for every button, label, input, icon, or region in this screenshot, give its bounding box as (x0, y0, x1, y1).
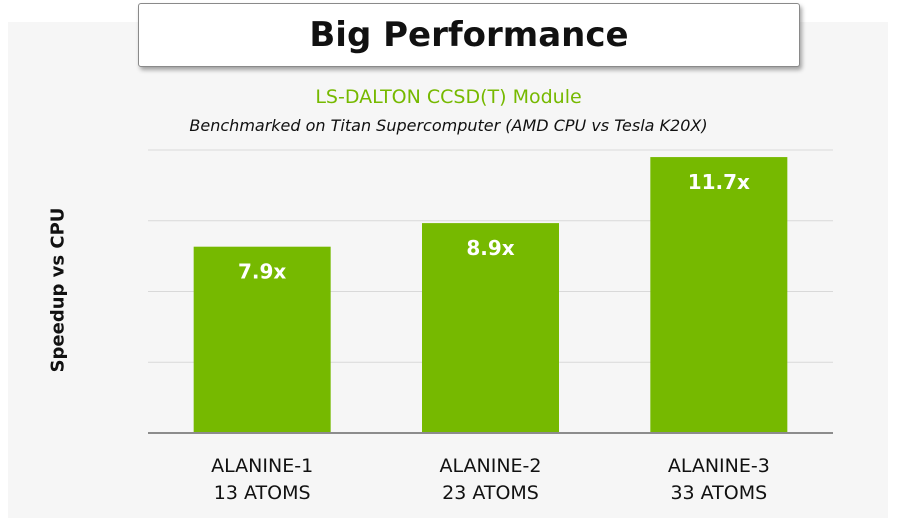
category-label-1-line-2: 13 ATOMS (214, 482, 311, 504)
bar-3 (650, 157, 788, 433)
bar-2 (422, 223, 559, 433)
category-label-2-line-1: ALANINE-2 (440, 455, 542, 477)
bar-1 (193, 246, 331, 433)
bar-1-value-label: 7.9x (238, 260, 286, 284)
chart-title: LS-DALTON CCSD(T) Module (315, 86, 582, 108)
category-label-3-line-1: ALANINE-3 (668, 455, 770, 477)
slide-title-box: Big Performance (138, 3, 800, 67)
bar-2-value-label: 8.9x (466, 236, 514, 260)
bar-3-value-label: 11.7x (688, 170, 750, 194)
category-label-3-line-2: 33 ATOMS (670, 482, 767, 504)
category-label-2-line-2: 23 ATOMS (442, 482, 539, 504)
category-label-1-line-1: ALANINE-1 (211, 455, 313, 477)
chart-subtitle: Benchmarked on Titan Supercomputer (AMD … (189, 116, 708, 135)
slide-title: Big Performance (309, 15, 629, 55)
